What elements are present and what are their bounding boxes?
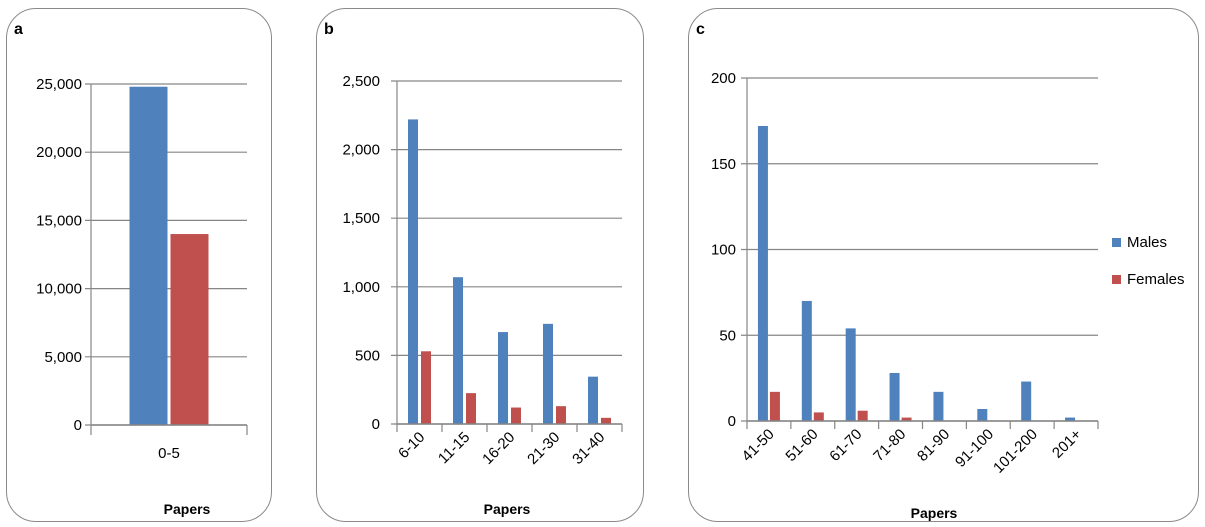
bar-c-males-2 (845, 328, 856, 421)
ytick-label-a-4: 20,000 (36, 144, 82, 161)
ytick-label-c-0: 0 (728, 413, 736, 430)
ytick-label-b-3: 1,500 (342, 210, 380, 227)
xtick-label-b-4: 31-40 (569, 429, 608, 468)
ytick-label-b-5: 2,500 (342, 73, 380, 90)
x-axis-title-c: Papers (911, 505, 958, 521)
xtick-label-a-0: 0-5 (158, 445, 180, 462)
bar-b-females-2 (511, 407, 521, 424)
ytick-label-b-1: 500 (355, 347, 380, 364)
xtick-label-c-2: 61-70 (826, 426, 865, 465)
bar-c-males-7 (1065, 417, 1076, 421)
bar-b-females-4 (601, 417, 611, 424)
bar-c-females-1 (813, 412, 824, 421)
bar-c-males-1 (801, 300, 812, 421)
x-axis-title-b: Papers (484, 501, 531, 517)
ytick-label-a-2: 10,000 (36, 281, 82, 298)
bar-c-females-0 (769, 391, 780, 421)
panel-c: c (688, 8, 1199, 522)
bar-c-males-0 (757, 126, 768, 422)
xtick-label-c-4: 81-90 (914, 426, 953, 465)
ytick-label-b-0: 0 (372, 416, 380, 433)
bar-b-males-1 (453, 277, 463, 424)
legend-label-males: Males (1127, 233, 1168, 251)
xtick-label-c-3: 71-80 (870, 426, 909, 465)
xtick-label-c-6: 101-200 (990, 426, 1041, 477)
bar-c-males-6 (1021, 381, 1032, 421)
bar-b-males-2 (498, 332, 508, 424)
bar-b-females-1 (466, 393, 476, 424)
legend-item-females: Females (1112, 270, 1185, 288)
ytick-label-c-4: 200 (711, 70, 736, 87)
legend-label-females: Females (1127, 270, 1185, 288)
xtick-label-b-3: 21-30 (524, 429, 563, 468)
ytick-label-c-1: 50 (719, 327, 736, 344)
legend-swatch-males (1112, 237, 1121, 247)
ytick-label-b-4: 2,000 (342, 142, 380, 159)
ytick-label-b-2: 1,000 (342, 279, 380, 296)
bar-b-males-3 (543, 323, 553, 424)
bar-a-males-0 (129, 86, 168, 425)
bar-c-females-2 (857, 410, 868, 421)
bar-c-males-3 (889, 372, 900, 421)
bar-c-males-4 (933, 391, 944, 421)
ytick-label-a-3: 15,000 (36, 212, 82, 229)
bar-b-males-0 (408, 119, 418, 424)
ytick-label-a-0: 0 (74, 417, 82, 434)
xtick-label-b-1: 11-15 (435, 429, 473, 467)
xtick-label-c-7: 201+ (1049, 426, 1085, 462)
xtick-label-c-0: 41-50 (739, 426, 778, 465)
panel-letter-b: b (324, 21, 334, 38)
panel-letter-a: a (14, 21, 23, 38)
legend-swatch-females (1112, 274, 1121, 284)
xtick-label-c-1: 51-60 (782, 426, 821, 465)
ytick-label-a-1: 5,000 (44, 349, 82, 366)
ytick-label-c-3: 150 (711, 156, 736, 173)
ytick-label-c-2: 100 (711, 242, 736, 259)
legend-item-males: Males (1112, 233, 1185, 251)
xtick-label-b-0: 6-10 (395, 429, 428, 462)
xtick-label-b-2: 16-20 (479, 429, 518, 468)
panel-b: b (316, 8, 644, 522)
bar-a-females-0 (170, 234, 209, 425)
bar-b-males-4 (588, 376, 598, 424)
ytick-label-a-5: 25,000 (36, 76, 82, 93)
bar-b-females-0 (421, 351, 431, 424)
bar-c-females-3 (901, 417, 912, 421)
legend: Males Females (1112, 233, 1185, 307)
bar-c-males-5 (977, 408, 988, 421)
bar-b-females-3 (556, 406, 566, 424)
x-axis-title-a: Papers (164, 501, 211, 517)
panel-letter-c: c (696, 21, 705, 38)
